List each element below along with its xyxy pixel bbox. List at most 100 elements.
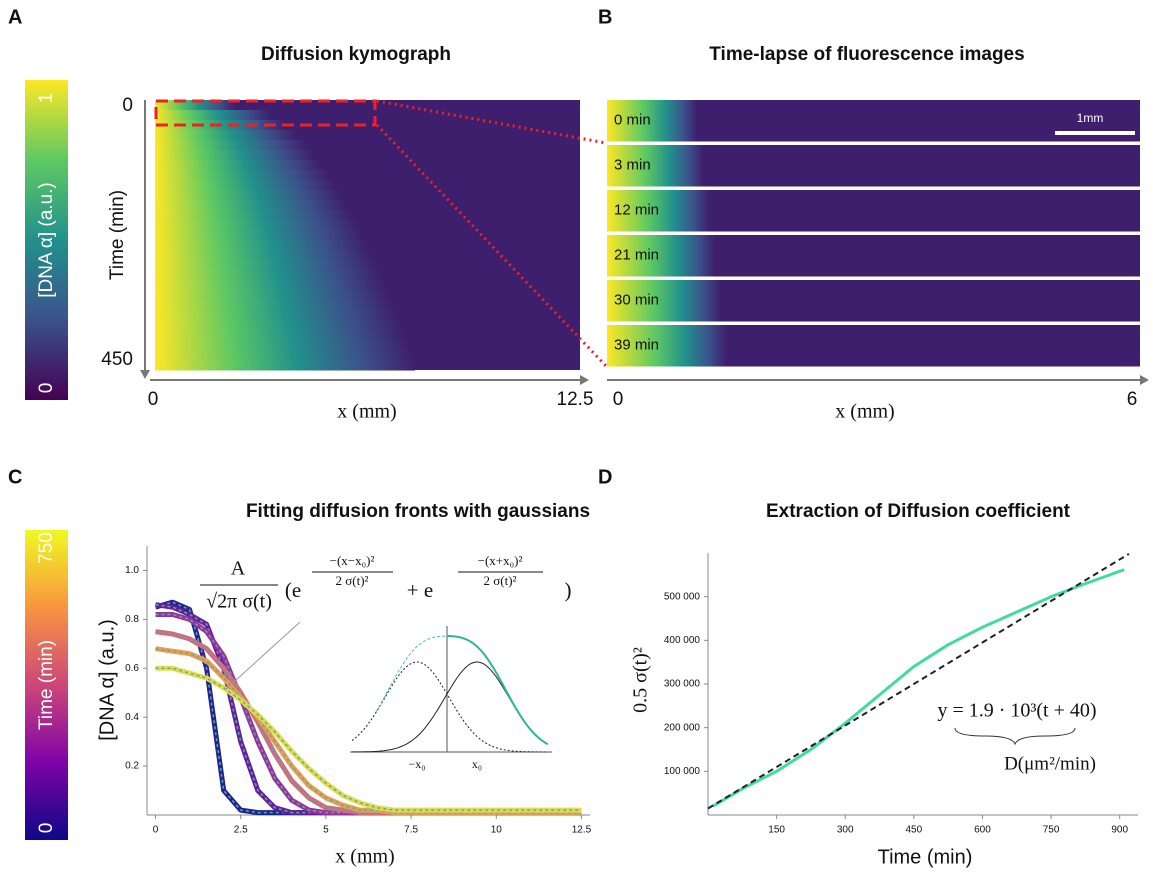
x-tick-label: 7.5 bbox=[404, 825, 418, 836]
inset-curve bbox=[447, 635, 548, 745]
series-line bbox=[154, 599, 582, 816]
annotation: y = 1.9 · 10³(t + 40) bbox=[937, 700, 1096, 722]
y-axis-label: 0.5 σ(t)² bbox=[630, 647, 652, 713]
kymograph-strip bbox=[155, 320, 401, 331]
y-tick-label: 500 000 bbox=[664, 591, 701, 602]
x-tick-label: 900 bbox=[1111, 825, 1128, 836]
colorbar bbox=[25, 80, 68, 400]
kymograph-strip bbox=[155, 350, 412, 361]
x-axis-label: x (mm) bbox=[337, 401, 396, 423]
x-tick-label: 150 bbox=[768, 825, 785, 836]
fit-line bbox=[155, 603, 582, 814]
panel-label: A bbox=[8, 6, 22, 28]
kymograph-strip bbox=[155, 210, 353, 221]
kymograph-strip bbox=[155, 100, 235, 111]
x-axis-label: Time (min) bbox=[878, 846, 973, 868]
frame-front bbox=[607, 190, 709, 232]
formula: (e bbox=[285, 578, 301, 602]
y-tick-label: 0.8 bbox=[125, 614, 139, 625]
y-axis-label: Time (min) bbox=[107, 190, 128, 280]
series-line bbox=[155, 646, 582, 816]
inset-curve bbox=[351, 661, 548, 753]
x-tick-label: 2.5 bbox=[234, 825, 248, 836]
x-axis-label: x (mm) bbox=[335, 846, 394, 868]
inset-label: x₀ bbox=[472, 757, 482, 771]
formula: −(x−x₀)² bbox=[330, 553, 375, 568]
y-tick-label: 0 bbox=[122, 95, 133, 116]
y-tick-label: 400 000 bbox=[664, 635, 701, 646]
arrow-head bbox=[580, 375, 589, 385]
frame-front bbox=[607, 145, 703, 187]
series-line bbox=[155, 665, 582, 813]
kymograph-strip bbox=[155, 170, 329, 181]
formula: ) bbox=[565, 578, 572, 602]
fit-line bbox=[155, 601, 582, 814]
x-tick-label: 600 bbox=[974, 825, 991, 836]
kymograph-strip bbox=[155, 280, 385, 291]
x-tick-label: 12.5 bbox=[557, 389, 594, 410]
panel-label: D bbox=[598, 466, 612, 488]
series-line bbox=[155, 602, 582, 816]
kymograph-strip bbox=[155, 290, 389, 301]
panel-label: C bbox=[8, 466, 22, 488]
colorbar-tick-label: 750 bbox=[36, 532, 57, 564]
x-tick-label: 0 bbox=[148, 389, 159, 410]
formula: √2π σ(t) bbox=[206, 591, 272, 613]
inset-label: −x₀ bbox=[409, 757, 426, 771]
kymograph-strip bbox=[155, 330, 405, 341]
y-tick-label: 200 000 bbox=[664, 722, 701, 733]
kymograph-strip bbox=[155, 150, 314, 161]
arrow-head bbox=[140, 370, 150, 379]
kymograph-strip bbox=[155, 240, 368, 251]
zoom-line bbox=[375, 123, 608, 368]
inset-curve bbox=[375, 635, 447, 713]
leader-line bbox=[224, 621, 301, 691]
kymograph-strip bbox=[155, 160, 322, 171]
arrow-head bbox=[1140, 375, 1149, 385]
x-tick-label: 10 bbox=[491, 825, 503, 836]
y-tick-label: 0.4 bbox=[125, 712, 139, 723]
kymograph-strip bbox=[155, 110, 271, 121]
kymograph-strip bbox=[155, 310, 397, 321]
fit-line bbox=[155, 667, 582, 811]
x-tick-label: 6 bbox=[1127, 389, 1138, 410]
kymograph-strip bbox=[155, 270, 381, 281]
kymograph-strip bbox=[155, 260, 377, 271]
chart-title: Diffusion kymograph bbox=[261, 44, 451, 65]
x-tick-label: 12.5 bbox=[572, 825, 592, 836]
series-line bbox=[707, 553, 1130, 810]
x-axis-label: x (mm) bbox=[835, 401, 894, 423]
zoom-box bbox=[154, 99, 377, 127]
kymograph-strip bbox=[155, 340, 408, 351]
annotation: D(μm²/min) bbox=[1004, 753, 1096, 774]
colorbar bbox=[25, 530, 68, 840]
kymograph-strip bbox=[155, 220, 358, 231]
frame-label: 30 min bbox=[614, 292, 659, 309]
kymograph-strip bbox=[155, 250, 372, 261]
x-tick-label: 750 bbox=[1043, 825, 1060, 836]
colorbar-tick-label: 1 bbox=[36, 93, 57, 104]
fit-line bbox=[155, 613, 582, 814]
frame-label: 3 min bbox=[614, 157, 651, 174]
chart-title: Time-lapse of fluorescence images bbox=[709, 44, 1024, 65]
formula: A bbox=[231, 558, 246, 580]
kymograph-strip bbox=[155, 180, 335, 191]
kymograph-strip bbox=[155, 360, 415, 371]
formula: 2 σ(t)² bbox=[484, 573, 517, 588]
formula: −(x+x₀)² bbox=[478, 553, 523, 568]
kymograph-strip bbox=[155, 230, 363, 241]
y-tick-label: 100 000 bbox=[664, 766, 701, 777]
colorbar-tick-label: 0 bbox=[36, 823, 57, 834]
formula: + e bbox=[407, 578, 433, 602]
colorbar-label: Time (min) bbox=[36, 640, 57, 730]
y-tick-label: 300 000 bbox=[664, 679, 701, 690]
kymograph-strip bbox=[155, 130, 297, 141]
y-axis-label: [DNA α] (a.u.) bbox=[96, 619, 118, 741]
formula: 2 σ(t)² bbox=[336, 573, 369, 588]
chart-title: Extraction of Diffusion coefficient bbox=[766, 501, 1071, 522]
chart-title: Fitting diffusion fronts with gaussians bbox=[246, 501, 590, 522]
frame-label: 0 min bbox=[614, 112, 651, 129]
y-tick-label: 450 bbox=[101, 349, 133, 370]
frame-front bbox=[607, 235, 715, 277]
